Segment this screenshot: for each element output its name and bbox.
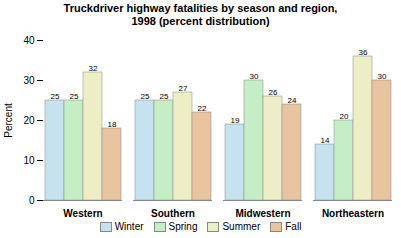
svg-text:22: 22: [198, 104, 207, 113]
svg-text:Southern: Southern: [151, 208, 195, 219]
svg-text:30: 30: [250, 72, 259, 81]
svg-text:Western: Western: [63, 208, 102, 219]
svg-text:10: 10: [23, 155, 35, 166]
svg-text:Northeastern: Northeastern: [322, 208, 384, 219]
svg-text:Percent: Percent: [3, 103, 14, 138]
svg-text:0: 0: [29, 195, 35, 206]
svg-text:26: 26: [269, 88, 278, 97]
svg-text:30: 30: [23, 75, 35, 86]
html-text:Winter: Winter: [114, 221, 144, 232]
svg-text:25: 25: [160, 92, 169, 101]
svg-text:25: 25: [70, 92, 79, 101]
html-text:1998 (percent distribution): 1998 (percent distribution): [131, 15, 270, 27]
svg-text:20: 20: [23, 115, 35, 126]
svg-text:27: 27: [179, 84, 188, 93]
html-text:Fall: Fall: [285, 221, 302, 232]
svg-text:30: 30: [378, 72, 387, 81]
svg-text:25: 25: [141, 92, 150, 101]
svg-text:24: 24: [288, 96, 297, 105]
svg-text:19: 19: [231, 116, 240, 125]
svg-text:36: 36: [359, 48, 368, 57]
svg-text:32: 32: [89, 64, 98, 73]
svg-text:40: 40: [23, 35, 35, 46]
svg-text:18: 18: [108, 120, 117, 129]
html-text:Summer: Summer: [222, 221, 261, 232]
svg-text:20: 20: [340, 112, 349, 121]
html-text:Truckdriver highway fatalities: Truckdriver highway fatalities by season…: [63, 2, 338, 14]
svg-text:14: 14: [321, 136, 330, 145]
svg-text:25: 25: [51, 92, 60, 101]
svg-text:Midwestern: Midwestern: [235, 208, 290, 219]
html-text:Spring: Spring: [168, 221, 198, 232]
